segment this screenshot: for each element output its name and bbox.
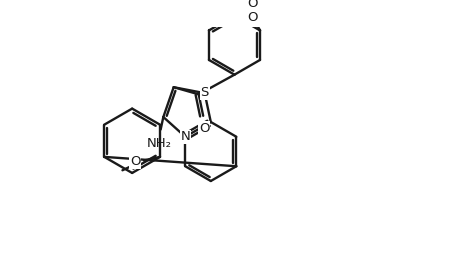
Text: O: O: [130, 155, 140, 168]
Text: NH₂: NH₂: [146, 137, 171, 150]
Text: N: N: [181, 130, 190, 143]
Text: O: O: [248, 11, 258, 24]
Text: S: S: [200, 86, 209, 99]
Text: O: O: [247, 0, 257, 10]
Text: O: O: [199, 122, 209, 135]
